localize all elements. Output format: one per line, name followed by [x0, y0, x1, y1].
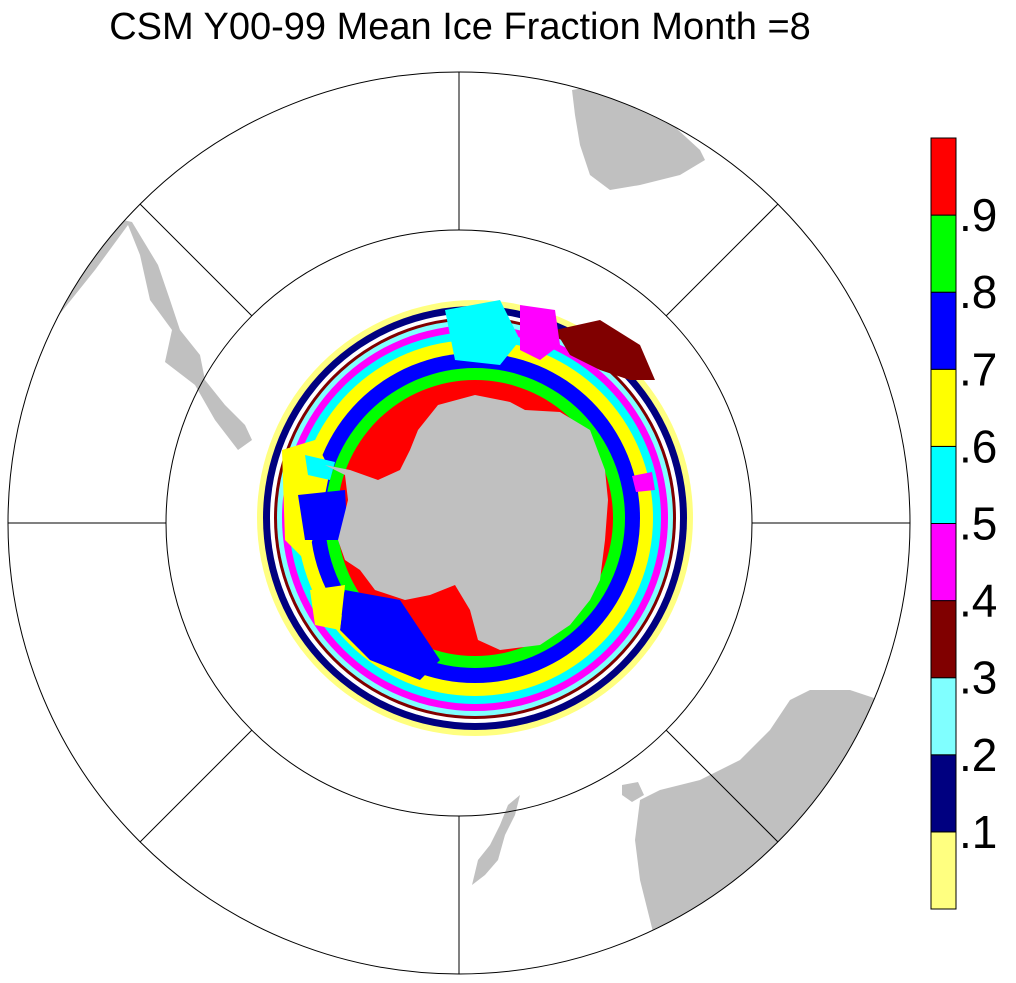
colorbar-box-8 [930, 214, 957, 293]
ice-patch-cyan-west [305, 455, 335, 480]
ice-patch-cyan [445, 300, 520, 365]
tasmania-landmass [622, 782, 644, 802]
colorbar-box-7 [930, 291, 957, 370]
ice-patch-magenta-east [632, 472, 655, 492]
colorbar-label-5: .6 [959, 420, 997, 472]
africa-landmass [572, 85, 705, 190]
colorbar-box-4 [930, 523, 957, 602]
colorbar-boxes [930, 137, 957, 910]
meridian-ne [665, 203, 779, 317]
map-title: CSM Y00-99 Mean Ice Fraction Month =8 [109, 6, 811, 48]
meridian-nw [139, 203, 253, 317]
colorbar-label-3: .4 [959, 575, 997, 627]
meridian-se [665, 729, 779, 843]
colorbar-labels: .1 .2 .3 .4 .5 .6 .7 .8 .9 [959, 189, 997, 858]
ice-patch-blue-west [298, 490, 348, 540]
colorbar-label-0: .1 [959, 806, 997, 858]
colorbar-label-6: .7 [959, 343, 997, 395]
ice-patch-yellow-south [310, 585, 345, 630]
ice-patch-maroon [555, 320, 655, 380]
ice-patch-magenta [520, 305, 560, 360]
colorbar-box-6 [930, 368, 957, 447]
new-zealand-landmass [472, 795, 520, 885]
colorbar-box-0 [930, 831, 957, 910]
ice-patch-blue-south [340, 590, 440, 680]
colorbar-box-2 [930, 677, 957, 756]
antarctica-landmass [325, 395, 608, 650]
colorbar-label-8: .9 [959, 189, 997, 241]
colorbar-box-5 [930, 445, 957, 524]
colorbar-label-2: .3 [959, 652, 997, 704]
colorbar-label-7: .8 [959, 266, 997, 318]
colorbar-box-1 [930, 754, 957, 833]
colorbar-label-1: .2 [959, 729, 997, 781]
colorbar-box-9 [930, 137, 957, 216]
graticule [7, 71, 911, 975]
meridian-sw [139, 729, 253, 843]
colorbar-label-4: .5 [959, 498, 997, 550]
colorbar-box-3 [930, 600, 957, 679]
